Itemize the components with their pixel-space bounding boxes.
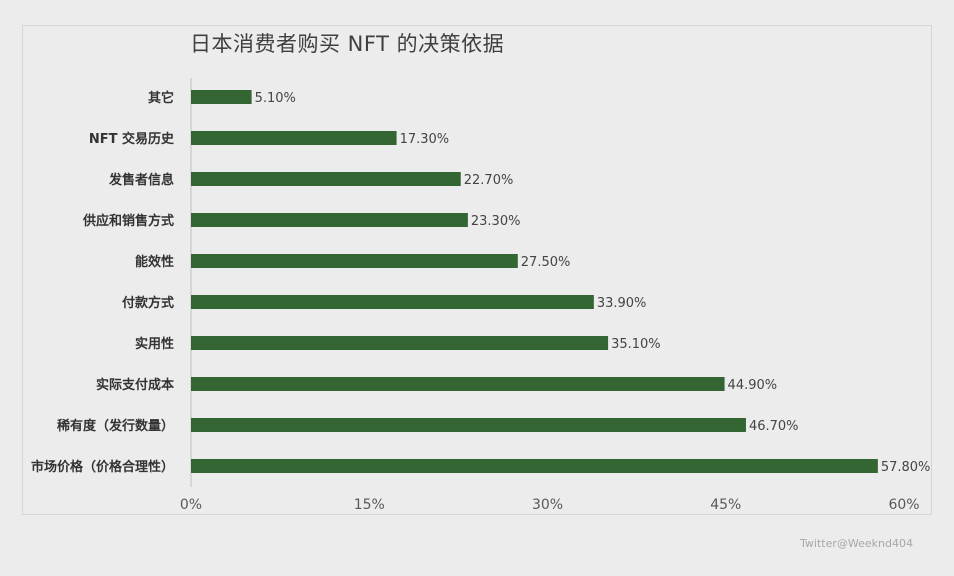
- value-label: 23.30%: [471, 214, 521, 229]
- bar: [191, 90, 252, 104]
- value-label: 44.90%: [728, 378, 778, 393]
- category-label: 其它: [148, 90, 174, 106]
- value-label: 5.10%: [255, 91, 296, 106]
- bar: [191, 131, 397, 145]
- category-label: 供应和销售方式: [82, 213, 174, 229]
- category-label: 能效性: [135, 254, 174, 270]
- bar: [191, 295, 594, 309]
- bar: [191, 213, 468, 227]
- bar: [191, 172, 461, 186]
- watermark: Twitter@Weeknd404: [800, 537, 913, 550]
- category-label: 稀有度（发行数量）: [57, 418, 174, 434]
- bar: [191, 418, 746, 432]
- x-tick-label: 15%: [354, 497, 385, 513]
- bar: [191, 254, 518, 268]
- value-label: 33.90%: [597, 296, 647, 311]
- category-label: 实际支付成本: [96, 377, 174, 393]
- value-label: 17.30%: [400, 132, 450, 147]
- chart-title: 日本消费者购买 NFT 的决策依据: [190, 32, 505, 56]
- category-label: NFT 交易历史: [89, 131, 175, 147]
- category-label: 市场价格（价格合理性）: [31, 459, 174, 475]
- x-tick-label: 60%: [888, 497, 919, 513]
- value-label: 57.80%: [881, 460, 931, 475]
- x-tick-label: 0%: [180, 497, 202, 513]
- x-tick-label: 30%: [532, 497, 563, 513]
- value-label: 27.50%: [521, 255, 571, 270]
- bar: [191, 377, 725, 391]
- value-label: 46.70%: [749, 419, 799, 434]
- x-tick-label: 45%: [710, 497, 741, 513]
- value-label: 22.70%: [464, 173, 514, 188]
- bar: [191, 459, 878, 473]
- category-label: 实用性: [135, 336, 174, 352]
- category-label: 付款方式: [122, 295, 174, 311]
- bar: [191, 336, 609, 350]
- chart-frame: [22, 25, 932, 515]
- category-label: 发售者信息: [108, 172, 174, 188]
- value-label: 35.10%: [611, 337, 661, 352]
